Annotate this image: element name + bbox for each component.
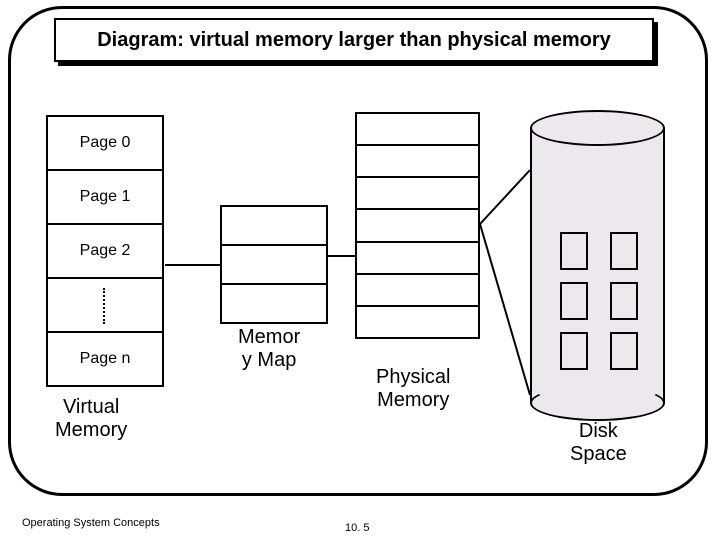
vm-page: Page 1 [46, 169, 164, 225]
phys-cell [355, 112, 480, 146]
disk-block [610, 282, 638, 320]
phys-cell [355, 176, 480, 210]
diagram-title: Diagram: virtual memory larger than phys… [54, 18, 654, 62]
disk-block [560, 232, 588, 270]
disk-label: Disk Space [570, 420, 627, 466]
vm-page: Page 0 [46, 115, 164, 171]
virtual-memory-label: Virtual Memory [55, 396, 127, 442]
disk-block [560, 332, 588, 370]
vm-page-ellipsis [46, 277, 164, 333]
map-cell [220, 244, 328, 285]
memory-map-label: Memor y Map [238, 326, 300, 372]
phys-cell [355, 241, 480, 275]
phys-cell [355, 273, 480, 307]
disk-block [610, 332, 638, 370]
virtual-memory-column: Page 0 Page 1 Page 2 Page n [46, 115, 164, 385]
disk-block [560, 282, 588, 320]
map-cell [220, 205, 328, 246]
physical-memory-column [355, 112, 480, 337]
vm-page: Page n [46, 331, 164, 387]
footer-center: 10. 5 [345, 522, 369, 534]
memory-map-column [220, 205, 328, 322]
footer-left: Operating System Concepts [22, 517, 160, 529]
map-cell [220, 283, 328, 324]
phys-cell [355, 305, 480, 339]
disk-block [610, 232, 638, 270]
phys-cell [355, 144, 480, 178]
phys-cell [355, 208, 480, 242]
vm-page: Page 2 [46, 223, 164, 279]
physical-memory-label: Physical Memory [376, 366, 450, 412]
disk-cylinder [530, 110, 665, 410]
